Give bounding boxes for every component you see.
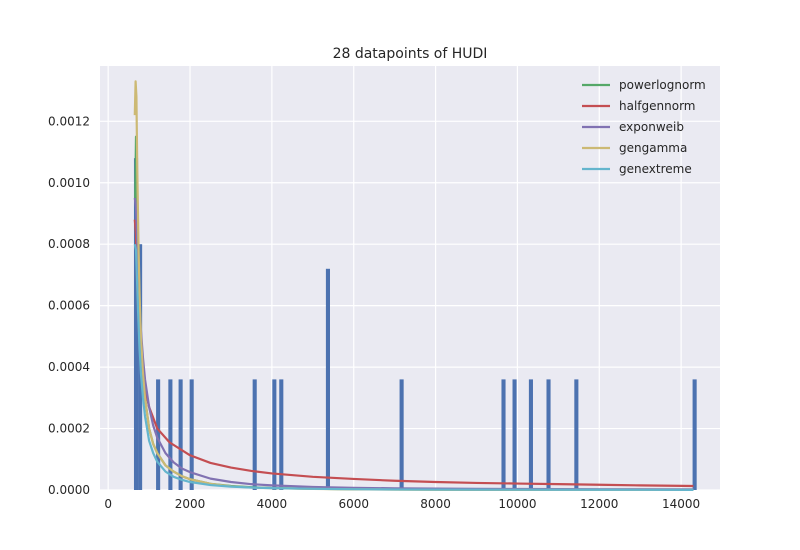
gridlines (100, 66, 720, 491)
histogram-bar (252, 379, 257, 490)
x-tick-label: 14000 (662, 497, 700, 511)
x-tick-label: 10000 (498, 497, 536, 511)
y-tick-label: 0.0000 (48, 483, 90, 497)
y-tick-label: 0.0010 (48, 176, 90, 190)
y-tick-label: 0.0002 (48, 422, 90, 436)
histogram-bar (272, 379, 277, 490)
histogram-bar (574, 379, 579, 490)
x-tick-label: 2000 (175, 497, 206, 511)
legend-label: powerlognorm (619, 78, 706, 92)
x-tick-label: 8000 (420, 497, 451, 511)
x-tick-label: 4000 (257, 497, 288, 511)
histogram-bar (168, 379, 173, 490)
legend-label: halfgennorm (619, 99, 695, 113)
histogram-bar (178, 379, 183, 490)
y-tick-label: 0.0004 (48, 360, 90, 374)
y-tick-label: 0.0008 (48, 237, 90, 251)
legend-item-exponweib: exponweib (582, 120, 684, 134)
histogram-bar (133, 158, 139, 490)
histogram-bar (692, 379, 697, 490)
x-tick-label: 12000 (580, 497, 618, 511)
x-tick-label: 6000 (338, 497, 369, 511)
legend-label: genextreme (619, 162, 692, 176)
y-tick-label: 0.0006 (48, 299, 90, 313)
y-axis-ticks: 0.0000 0.0002 0.0004 0.0006 0.0008 0.0010 0.00… (48, 114, 90, 497)
legend-item-powerlognorm: powerlognorm (582, 78, 706, 92)
legend-label: exponweib (619, 120, 684, 134)
histogram-bar (279, 379, 284, 490)
histogram-bars (133, 158, 697, 490)
legend-item-genextreme: genextreme (582, 162, 692, 176)
histogram-bar (189, 379, 194, 490)
histogram-bar (399, 379, 404, 490)
series-line-genextreme (133, 243, 694, 491)
histogram-bar (512, 379, 517, 490)
legend-label: gengamma (619, 141, 687, 155)
histogram-bar (325, 268, 330, 490)
x-axis-ticks: 0 2000 4000 6000 8000 10000 12000 14000 (104, 497, 700, 511)
legend: powerlognorm halfgennorm exponweib gengamma… (582, 78, 706, 176)
x-tick-label: 0 (104, 497, 112, 511)
histogram-bar (156, 379, 161, 490)
fit-curves (133, 80, 694, 492)
histogram-bar (546, 379, 551, 490)
legend-item-halfgennorm: halfgennorm (582, 99, 695, 113)
histogram-bar (528, 379, 533, 490)
chart-title: 28 datapoints of HUDI (333, 46, 488, 62)
plot-background (100, 66, 720, 490)
y-tick-label: 0.0012 (48, 114, 90, 128)
legend-item-gengamma: gengamma (582, 141, 687, 155)
histogram-bar (501, 379, 506, 490)
